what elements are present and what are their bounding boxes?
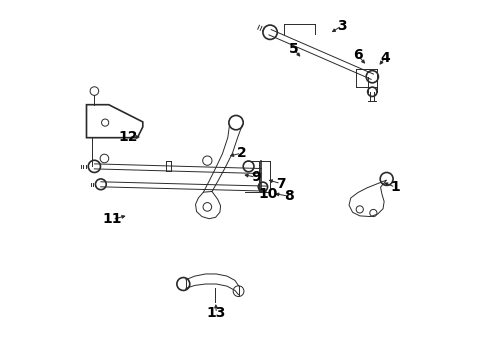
Text: 9: 9 xyxy=(251,170,261,184)
Text: 5: 5 xyxy=(289,42,298,56)
Text: 7: 7 xyxy=(276,177,286,190)
Text: 4: 4 xyxy=(380,51,390,65)
Text: 10: 10 xyxy=(259,186,278,201)
Text: 13: 13 xyxy=(207,306,226,320)
Text: 11: 11 xyxy=(102,212,122,226)
Text: 1: 1 xyxy=(391,180,400,194)
Text: 2: 2 xyxy=(237,146,246,160)
Text: 12: 12 xyxy=(119,130,138,144)
Text: 8: 8 xyxy=(284,189,294,203)
Text: 3: 3 xyxy=(337,19,346,33)
Text: 6: 6 xyxy=(353,48,363,62)
